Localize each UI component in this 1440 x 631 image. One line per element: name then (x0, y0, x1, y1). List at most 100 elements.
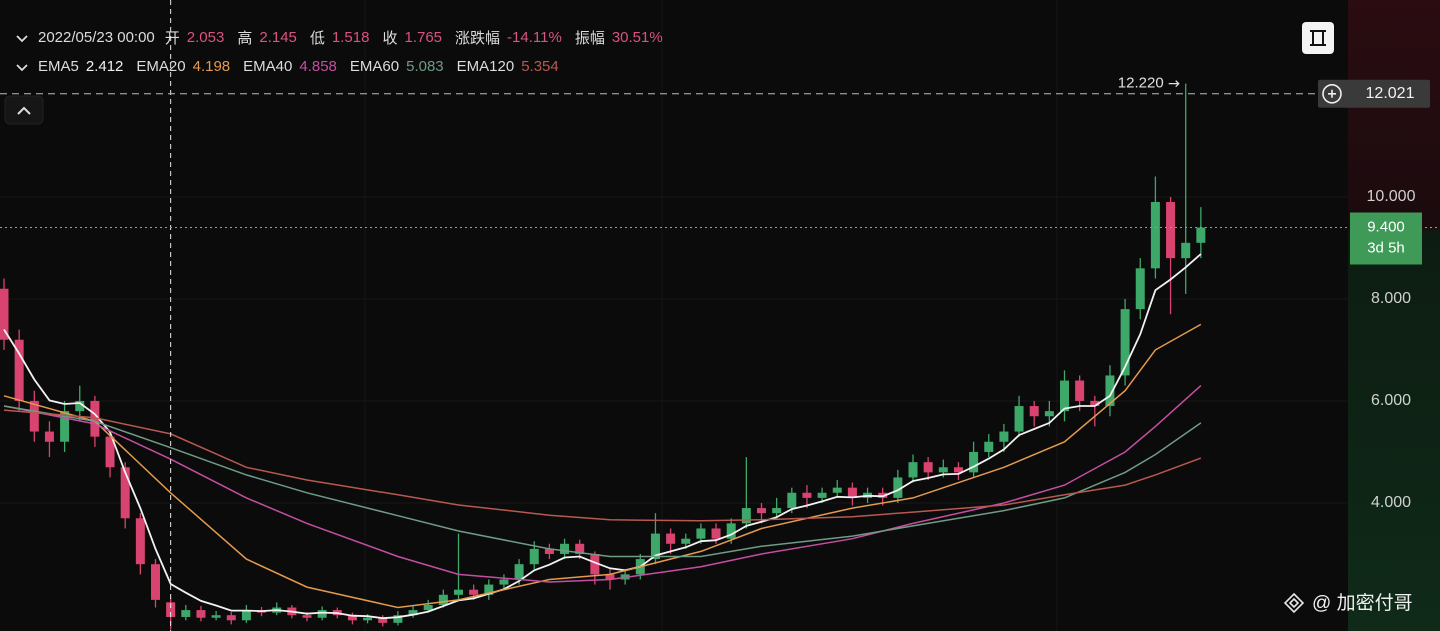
y-tick-label: 10.000 (1367, 188, 1416, 205)
candle-body (408, 610, 418, 616)
logo-diamond (1283, 592, 1305, 614)
grid (0, 196, 1348, 504)
candle-body (605, 574, 615, 580)
candle-body (772, 508, 782, 514)
last-price-tag (1350, 212, 1422, 265)
candle-body (135, 518, 145, 565)
candle-body (590, 553, 600, 575)
header-value: 2.145 (259, 29, 297, 46)
candle-body (75, 400, 85, 412)
price-line-icon (1322, 84, 1342, 104)
candle-body (923, 462, 933, 473)
toggle-chevron[interactable] (14, 30, 30, 46)
candle-body (817, 492, 827, 498)
header-label: 低 (309, 30, 325, 47)
candle-body (757, 508, 766, 514)
ema-value: 5.083 (406, 58, 444, 75)
candle-body (544, 548, 554, 554)
candle-body (908, 462, 918, 478)
y-tick-label: 6.000 (1371, 392, 1411, 409)
ema-name: EMA20 (136, 58, 186, 75)
price-line-label: 12.021 (1366, 85, 1415, 102)
candle-body (1044, 411, 1054, 417)
watermark-logo (1283, 592, 1305, 614)
candle-body (893, 477, 903, 498)
collapse-button[interactable] (4, 95, 44, 125)
price-line-icon-plus (1328, 89, 1336, 98)
header-label: 高 (237, 30, 253, 47)
candle-body (469, 589, 479, 595)
candle-body (1181, 242, 1191, 259)
ema-name: EMA40 (243, 58, 293, 75)
candle-body (560, 543, 570, 554)
header-value: 1.765 (404, 29, 443, 46)
toggle-chevron[interactable] (14, 59, 30, 75)
candle-body (741, 508, 751, 524)
price-line-tag (1318, 79, 1430, 108)
candle-body (953, 467, 963, 473)
header-value: 1.518 (331, 29, 370, 46)
ema-line (3, 323, 1202, 609)
candle-body (226, 615, 236, 621)
candle-body (393, 615, 403, 623)
candle-body (484, 584, 494, 595)
candle-body (1075, 380, 1085, 401)
candle-body (1135, 268, 1145, 310)
candle-body (1014, 406, 1024, 432)
candle-body (44, 431, 54, 442)
candle-body (1166, 202, 1176, 259)
candle-body (454, 589, 463, 595)
candle-body (938, 467, 948, 473)
ema-name: EMA60 (349, 58, 400, 75)
candle-body (514, 564, 524, 580)
candle-body (1060, 380, 1069, 412)
candle-body (438, 594, 448, 605)
max-marker-label: 12.220 (1118, 75, 1164, 92)
ema-value: 4.858 (299, 58, 337, 75)
ema-value: 2.412 (85, 58, 124, 75)
candle-body (847, 487, 857, 498)
candle-body (90, 400, 100, 437)
candle-body (878, 492, 888, 498)
ema-line (3, 385, 1202, 583)
candle-body (347, 615, 357, 621)
y-tick-label: 8.000 (1371, 290, 1411, 307)
countdown-label: 3d 5h (1367, 239, 1405, 256)
candle-body (363, 617, 373, 621)
candle-body (60, 411, 70, 442)
header-label: 开 (164, 30, 180, 47)
candle-body (650, 533, 660, 560)
collapse-icon (17, 106, 31, 115)
header-value: 2.053 (186, 29, 225, 46)
candle-body (105, 436, 115, 468)
candle-body (1120, 309, 1130, 376)
candle-body (575, 543, 585, 554)
candle-body (984, 441, 994, 452)
candle-body (1029, 406, 1039, 417)
ema-header: EMA5 2.412 EMA20 4.198 EMA40 4.858 EMA60 5.083 E… (14, 58, 572, 75)
chevron-path (16, 34, 28, 42)
candle-body (378, 617, 388, 623)
tool-icon (1310, 30, 1326, 46)
candle-body (666, 533, 676, 544)
candle-body (29, 400, 39, 432)
candle-body (302, 615, 312, 618)
tool-button[interactable] (1302, 22, 1334, 54)
header-value: -14.11% (507, 29, 562, 46)
ema-name: EMA5 (38, 58, 79, 75)
ema-line (3, 253, 1202, 620)
header-value: 30.51% (611, 29, 663, 46)
header-label: 涨跌幅 (455, 30, 501, 47)
ema-value: 5.354 (521, 58, 559, 75)
candle-body (196, 610, 206, 618)
max-marker-arrow (1168, 80, 1180, 88)
candle-body (726, 523, 736, 539)
candle-body (529, 548, 539, 565)
ema-line (3, 409, 1202, 522)
candle-body (681, 538, 691, 544)
candle-body (211, 615, 221, 618)
ema-name: EMA120 (456, 58, 515, 75)
